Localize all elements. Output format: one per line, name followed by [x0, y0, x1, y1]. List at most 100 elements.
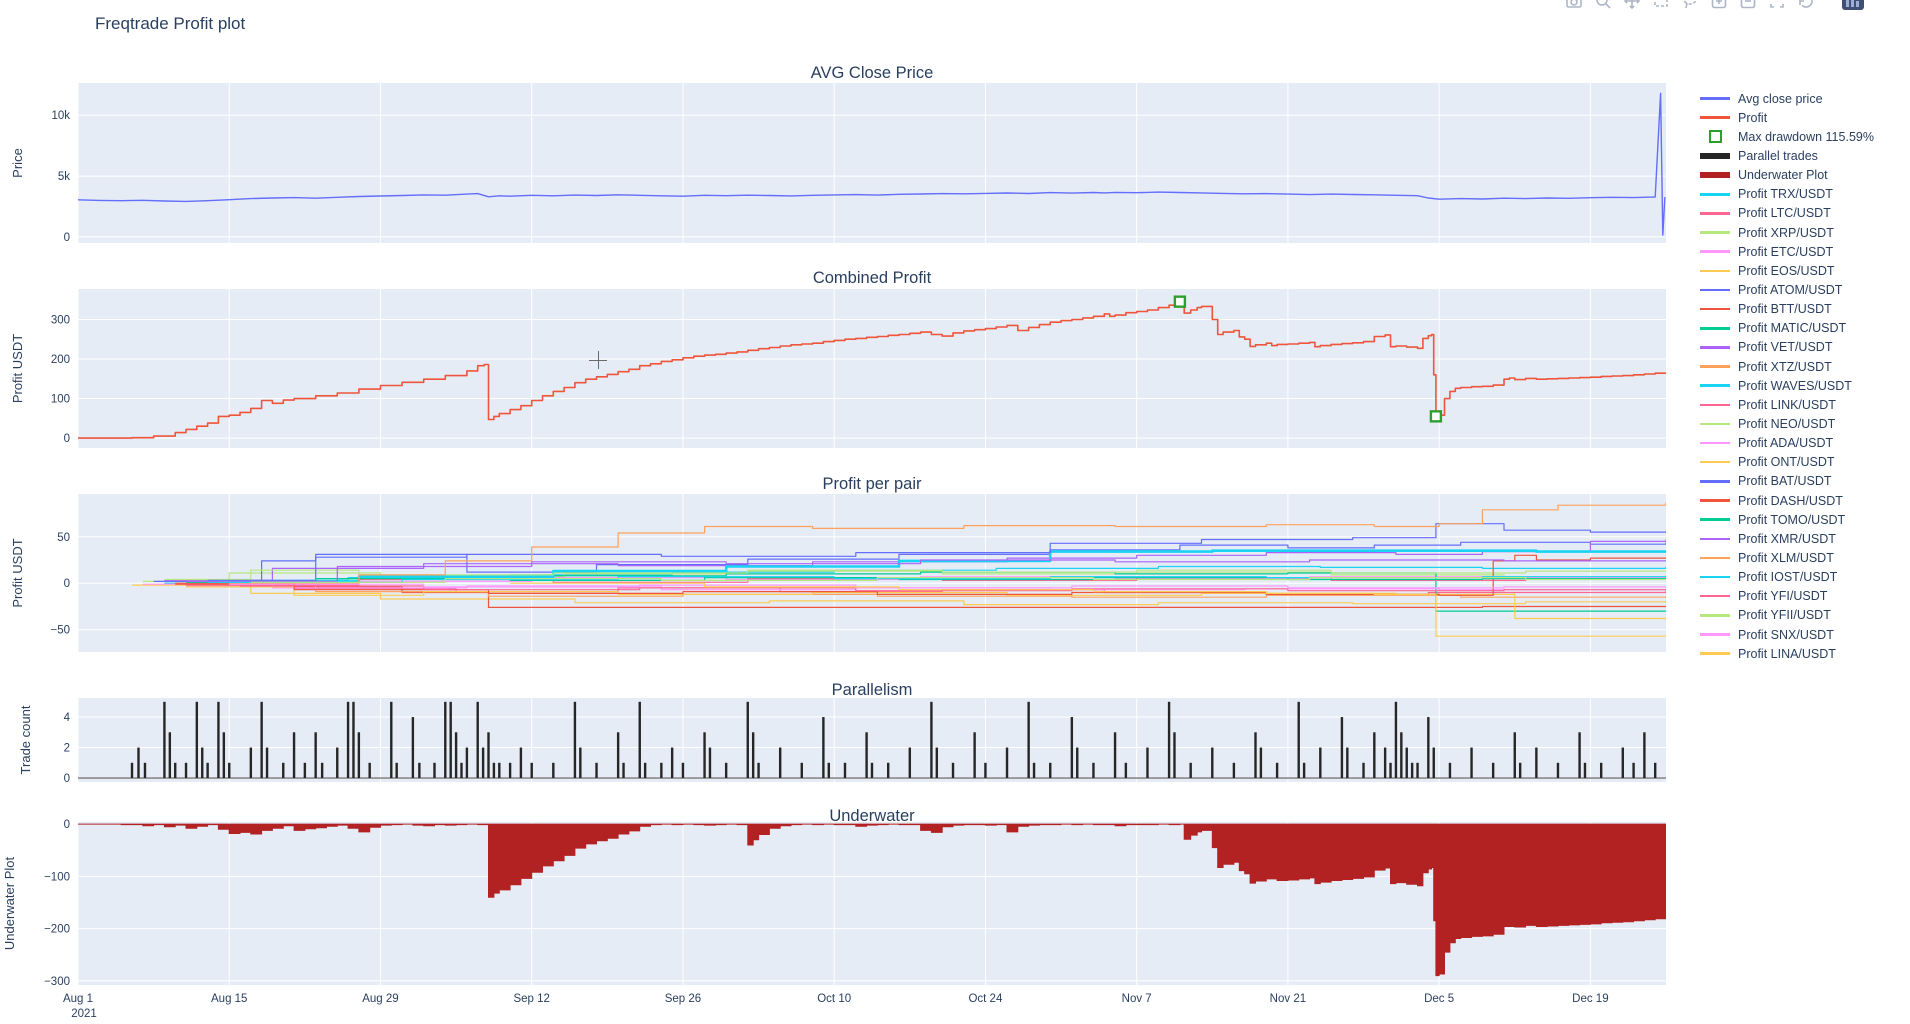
- legend-item-profit-yfii-usdt[interactable]: Profit YFII/USDT: [1700, 606, 1874, 625]
- y-tick-label: 0: [64, 578, 70, 590]
- y-tick-label: 10k: [51, 110, 70, 122]
- trade-count-bar: [346, 701, 350, 779]
- trade-count-bar: [163, 701, 166, 779]
- trade-count-bar: [1578, 732, 1581, 779]
- legend-item-profit-ada-usdt[interactable]: Profit ADA/USDT: [1700, 434, 1874, 453]
- legend-line-swatch: [1700, 441, 1730, 445]
- legend-item-profit-dash-usdt[interactable]: Profit DASH/USDT: [1700, 491, 1874, 510]
- series-profit-yfi-usdt: [240, 585, 1666, 592]
- trade-count-bar: [519, 747, 523, 779]
- legend-item-profit-lina-usdt[interactable]: Profit LINA/USDT: [1700, 644, 1874, 663]
- autoscale-icon[interactable]: [1768, 0, 1786, 10]
- box-select-icon[interactable]: [1652, 0, 1670, 10]
- legend-item-profit-xlm-usdt[interactable]: Profit XLM/USDT: [1700, 548, 1874, 567]
- x-tick-label: Nov 7: [1122, 993, 1152, 1005]
- legend-item-profit-snx-usdt[interactable]: Profit SNX/USDT: [1700, 625, 1874, 644]
- zoom-icon[interactable]: [1594, 0, 1612, 10]
- trade-count-bar: [1400, 732, 1403, 779]
- legend-item-profit-bat-usdt[interactable]: Profit BAT/USDT: [1700, 472, 1874, 491]
- trade-count-bar: [757, 762, 760, 779]
- trade-count-bar: [282, 762, 285, 779]
- download-plot-icon[interactable]: [1565, 0, 1583, 10]
- legend-label: Parallel trades: [1738, 148, 1818, 163]
- trade-count-bar: [973, 732, 976, 779]
- trade-count-bar: [357, 732, 361, 779]
- y-tick-label: 0: [64, 819, 70, 831]
- zoom-in-icon[interactable]: [1710, 0, 1728, 10]
- trade-count-bar: [460, 762, 463, 779]
- legend-item-profit-xrp-usdt[interactable]: Profit XRP/USDT: [1700, 223, 1874, 242]
- trade-count-bar: [703, 732, 706, 779]
- legend-line-swatch: [1700, 537, 1730, 541]
- plot-area-avg-close-price[interactable]: [78, 83, 1666, 243]
- legend-item-profit-iost-usdt[interactable]: Profit IOST/USDT: [1700, 568, 1874, 587]
- legend-line-swatch: [1700, 460, 1730, 464]
- legend-item-profit-eos-usdt[interactable]: Profit EOS/USDT: [1700, 261, 1874, 280]
- trade-count-bar: [930, 701, 933, 779]
- pan-icon[interactable]: [1623, 0, 1641, 10]
- legend-item-profit-matic-usdt[interactable]: Profit MATIC/USDT: [1700, 319, 1874, 338]
- trade-count-bar: [800, 762, 803, 779]
- series-profit-lina-usdt: [510, 582, 1666, 637]
- legend-item-parallel-trades[interactable]: Parallel trades: [1700, 146, 1874, 165]
- legend-line-swatch: [1700, 346, 1730, 349]
- series-profit-waves-usdt: [207, 549, 1666, 583]
- legend-item-profit-yfi-usdt[interactable]: Profit YFI/USDT: [1700, 587, 1874, 606]
- legend-line-swatch: [1700, 269, 1730, 273]
- trade-count-bar: [1599, 762, 1603, 779]
- trade-count-bar: [222, 732, 226, 779]
- plot-area-combined-profit[interactable]: [78, 289, 1666, 448]
- trade-count-bar: [143, 762, 147, 779]
- max-drawdown-marker[interactable]: [1429, 410, 1443, 423]
- y-axis-title: Profit USDT: [10, 538, 25, 607]
- legend-line-swatch: [1700, 384, 1730, 387]
- legend-item-max-drawdown-115-59-[interactable]: Max drawdown 115.59%: [1700, 127, 1874, 146]
- trade-count-bar: [887, 762, 890, 779]
- legend-line-swatch: [1700, 152, 1730, 159]
- legend-item-profit-xmr-usdt[interactable]: Profit XMR/USDT: [1700, 529, 1874, 548]
- legend-line-swatch: [1700, 480, 1730, 483]
- trade-count-bar: [681, 762, 685, 779]
- trade-count-bar: [595, 762, 598, 779]
- y-tick-label: 2: [64, 743, 70, 755]
- trade-count-bar: [1232, 762, 1236, 779]
- trade-count-bar: [1373, 732, 1376, 779]
- max-drawdown-marker[interactable]: [1173, 295, 1187, 308]
- trade-count-bar: [390, 701, 393, 779]
- legend-item-profit-vet-usdt[interactable]: Profit VET/USDT: [1700, 338, 1874, 357]
- legend-item-profit-link-usdt[interactable]: Profit LINK/USDT: [1700, 395, 1874, 414]
- trade-count-bar: [303, 762, 307, 779]
- legend-item-avg-close-price[interactable]: Avg close price: [1700, 89, 1874, 108]
- y-tick-label: 0: [64, 433, 70, 445]
- legend-item-profit-ltc-usdt[interactable]: Profit LTC/USDT: [1700, 204, 1874, 223]
- legend-item-profit-neo-usdt[interactable]: Profit NEO/USDT: [1700, 414, 1874, 433]
- legend-item-profit-tomo-usdt[interactable]: Profit TOMO/USDT: [1700, 510, 1874, 529]
- legend-item-profit-xtz-usdt[interactable]: Profit XTZ/USDT: [1700, 357, 1874, 376]
- legend-item-profit-ont-usdt[interactable]: Profit ONT/USDT: [1700, 453, 1874, 472]
- trade-count-bar: [1389, 762, 1392, 779]
- legend-item-profit[interactable]: Profit: [1700, 108, 1874, 127]
- legend-item-profit-waves-usdt[interactable]: Profit WAVES/USDT: [1700, 376, 1874, 395]
- trade-count-bar: [1643, 732, 1646, 779]
- legend-item-profit-btt-usdt[interactable]: Profit BTT/USDT: [1700, 300, 1874, 319]
- plotly-logo[interactable]: [1842, 0, 1864, 10]
- trade-count-bar: [660, 762, 663, 779]
- legend-line-swatch: [1700, 499, 1730, 502]
- reset-axes-icon[interactable]: [1797, 0, 1815, 10]
- legend-item-underwater-plot[interactable]: Underwater Plot: [1700, 166, 1874, 185]
- series-group: [78, 300, 1666, 439]
- legend-item-profit-atom-usdt[interactable]: Profit ATOM/USDT: [1700, 280, 1874, 299]
- legend-label: Profit DASH/USDT: [1738, 493, 1843, 508]
- trade-count-bar: [751, 732, 755, 779]
- legend-label: Profit YFI/USDT: [1738, 589, 1828, 604]
- trade-count-bar: [1470, 747, 1473, 779]
- x-tick-label: Oct 24: [968, 993, 1002, 1005]
- legend-item-profit-trx-usdt[interactable]: Profit TRX/USDT: [1700, 185, 1874, 204]
- trade-count-bar: [1124, 762, 1128, 779]
- trade-count-bar: [249, 747, 253, 779]
- lasso-select-icon[interactable]: [1681, 0, 1699, 10]
- legend-label: Profit IOST/USDT: [1738, 570, 1838, 585]
- legend-item-profit-etc-usdt[interactable]: Profit ETC/USDT: [1700, 242, 1874, 261]
- trade-count-bar: [643, 762, 647, 779]
- zoom-out-icon[interactable]: [1739, 0, 1757, 10]
